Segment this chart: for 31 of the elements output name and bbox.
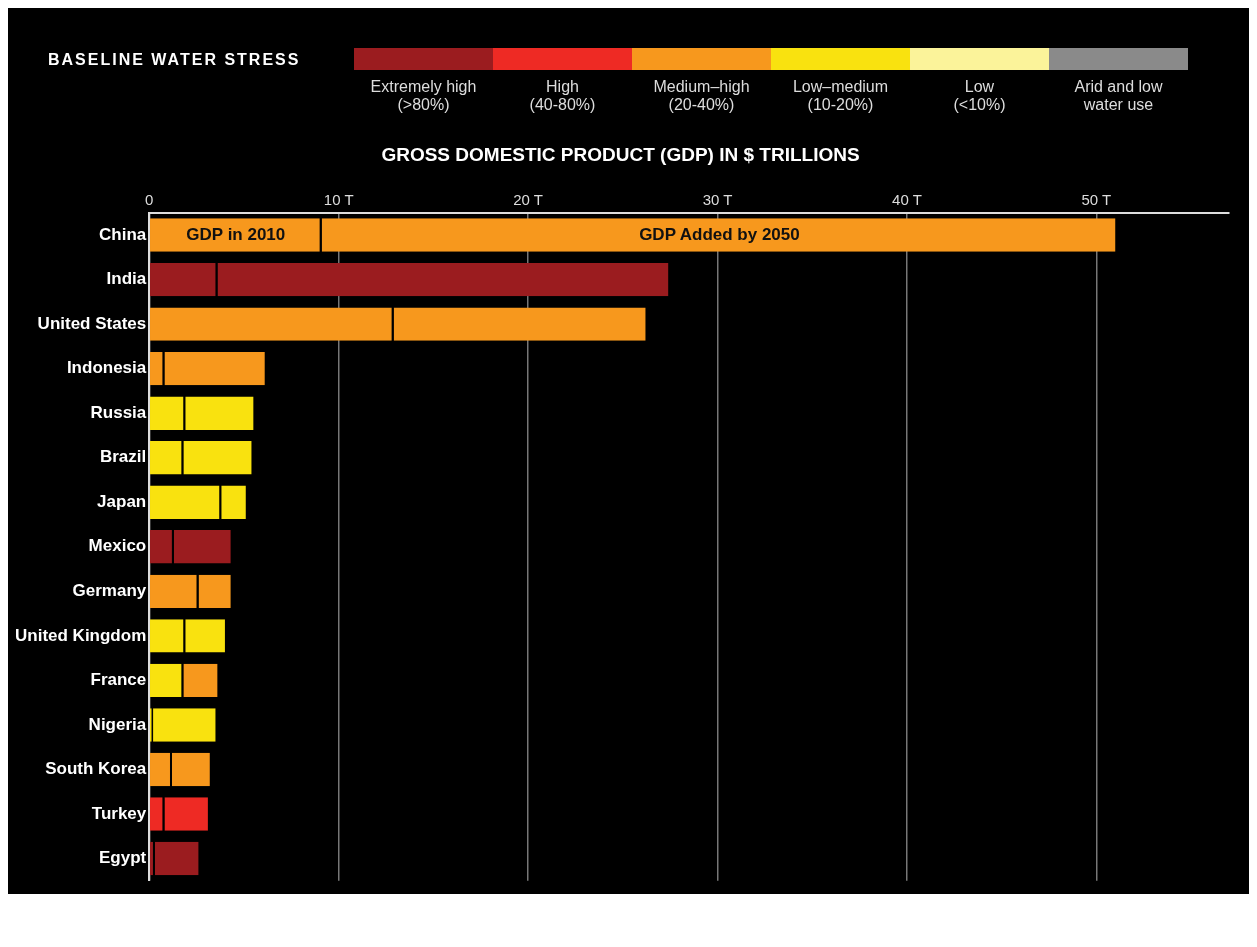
y-tick-label: France [90, 670, 147, 690]
text: Arid and low water use [1073, 77, 1164, 114]
y-tick-label: Turkey [91, 803, 147, 823]
y-tick-label: Egypt [99, 848, 147, 868]
text: Extremely high (>80%) [369, 77, 478, 114]
y-tick-label: China [99, 224, 147, 244]
text: Medium–high (20-40%) [652, 77, 751, 114]
y-tick-label: Germany [72, 581, 147, 601]
y-tick-label: South Korea [45, 759, 147, 779]
x-tick-label: 20 T [513, 190, 543, 208]
text: Low–medium (10-20%) [791, 77, 890, 114]
y-tick-label: United Kingdom [14, 625, 147, 645]
x-tick-label: 10 T [323, 190, 354, 208]
x-tick-label: 40 T [892, 190, 922, 208]
series-label: GDP Added by 2050 [639, 224, 800, 244]
y-tick-label: India [106, 269, 147, 289]
x-tick-label: 30 T [702, 190, 733, 208]
y-tick-label: Japan [97, 491, 147, 511]
y-tick-label: Indonesia [66, 358, 147, 378]
legend-title: BASELINE WATER STRESS [48, 50, 302, 69]
text: Low (<10%) [952, 77, 1007, 114]
y-tick-label: Brazil [99, 447, 147, 467]
y-tick-label: Mexico [88, 536, 147, 556]
y-tick-label: Russia [90, 402, 147, 422]
x-tick-label: 50 T [1081, 190, 1112, 208]
chart-title: GROSS DOMESTIC PRODUCT (GDP) IN $ TRILLIONS [381, 143, 860, 165]
text: High (40-80%) [528, 77, 597, 114]
x-tick-label: 0 [145, 190, 154, 208]
series-label: GDP in 2010 [186, 224, 286, 244]
y-tick-label: United States [37, 313, 147, 333]
y-tick-label: Nigeria [88, 714, 147, 734]
